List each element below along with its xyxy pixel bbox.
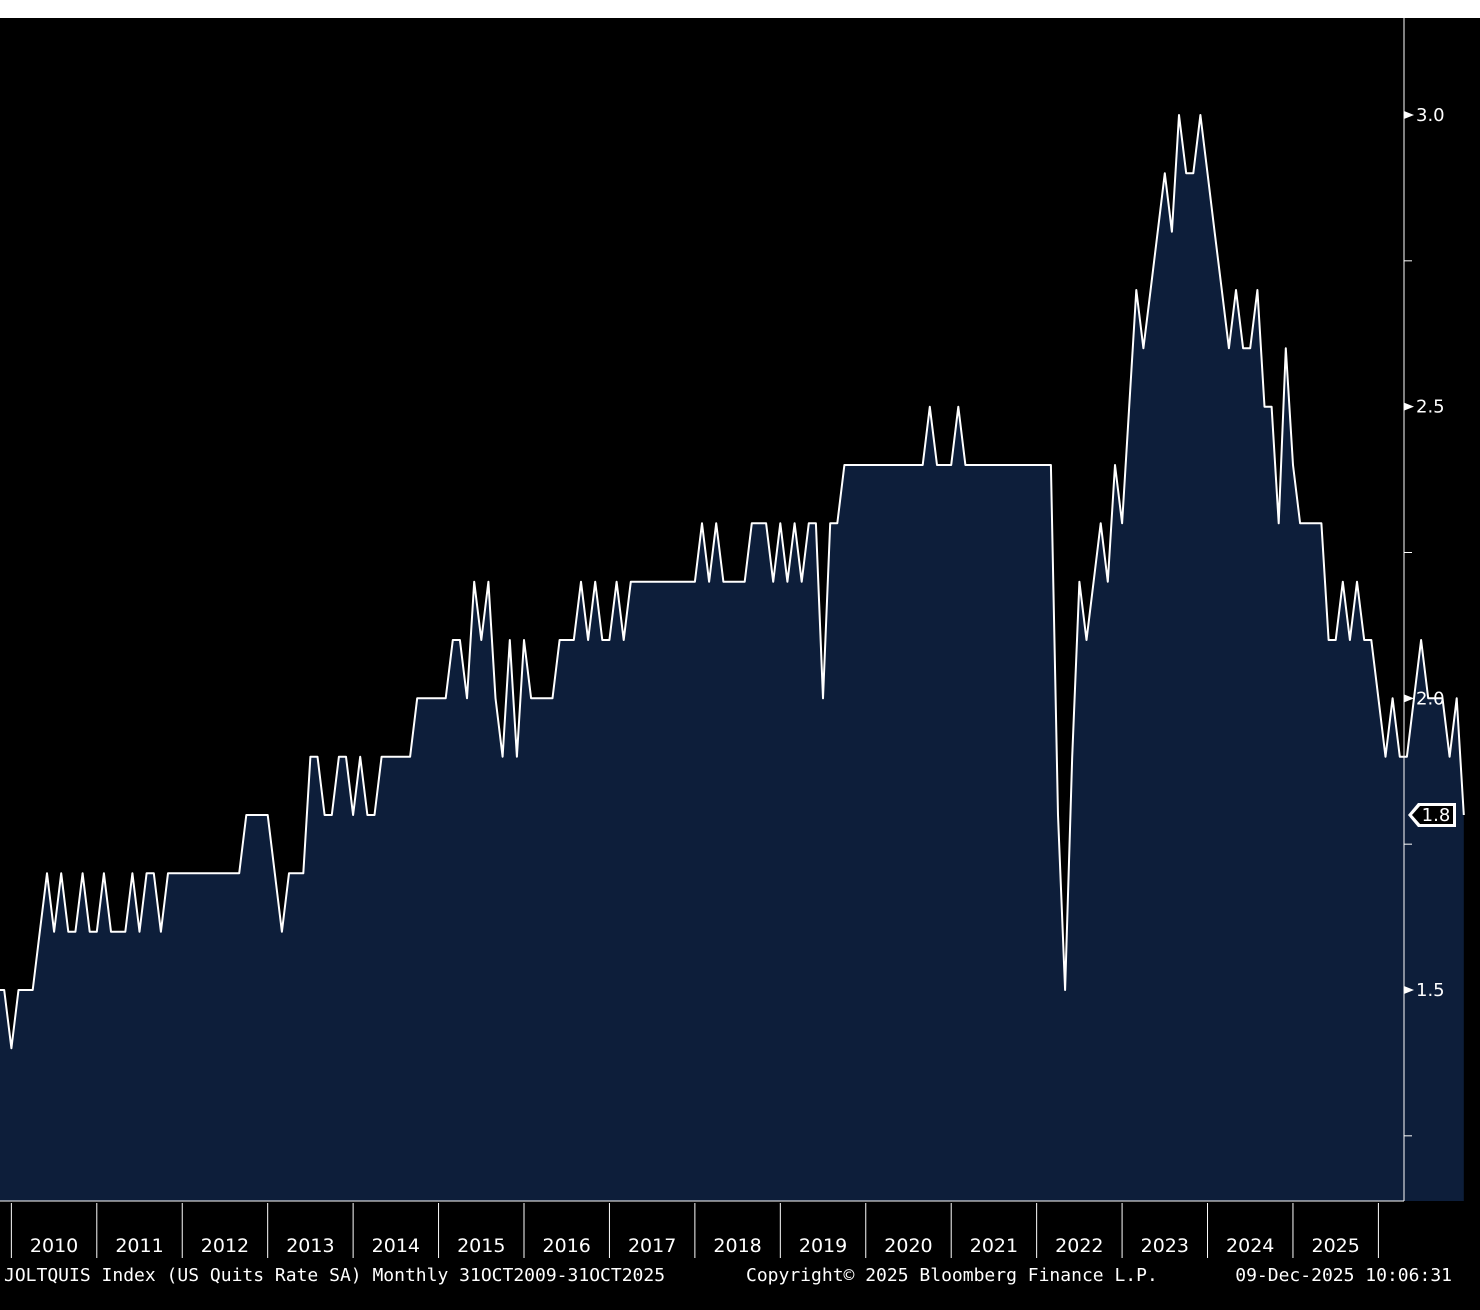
x-tick-label: 2024 bbox=[1226, 1235, 1274, 1257]
chart-area: 1.5 2.0 2.5 3.0 2010 2011 2012 2013 2014 2015 201… bbox=[0, 18, 1480, 1310]
x-tick-label: 2018 bbox=[713, 1235, 761, 1257]
x-tick-label: 2025 bbox=[1312, 1235, 1360, 1257]
x-axis: 2010 2011 2012 2013 2014 2015 2016 2017 2018 2019… bbox=[0, 1200, 1404, 1258]
y-tick-label: 2.5 bbox=[1416, 397, 1445, 418]
x-tick-label: 2021 bbox=[970, 1235, 1018, 1257]
x-tick-label: 2022 bbox=[1055, 1235, 1103, 1257]
x-tick-label: 2012 bbox=[201, 1235, 249, 1257]
x-tick-label: 2015 bbox=[457, 1235, 505, 1257]
area-fill bbox=[0, 115, 1464, 1201]
y-axis: 1.5 2.0 2.5 3.0 bbox=[1403, 18, 1445, 1201]
y-tick-label: 2.0 bbox=[1416, 688, 1445, 709]
x-tick-label: 2019 bbox=[799, 1235, 847, 1257]
last-value-flag-inner bbox=[1412, 806, 1453, 824]
y-tick-label: 3.0 bbox=[1416, 105, 1445, 126]
x-tick-label: 2011 bbox=[115, 1235, 163, 1257]
x-tick-label: 2017 bbox=[628, 1235, 676, 1257]
x-tick-label: 2016 bbox=[543, 1235, 591, 1257]
footer-description: JOLTQUIS Index (US Quits Rate SA) Monthl… bbox=[4, 1265, 665, 1286]
x-tick-label: 2010 bbox=[30, 1235, 78, 1257]
x-tick-label: 2023 bbox=[1141, 1235, 1189, 1257]
quits-rate-chart: 1.52.02.53.0 2010 2011 2012 2013 2014 2015 201… bbox=[0, 18, 1465, 1286]
last-value-marker: 1.8 bbox=[1408, 803, 1456, 827]
top-border bbox=[0, 0, 1480, 18]
footer: JOLTQUIS Index (US Quits Rate SA) Monthl… bbox=[4, 1265, 1452, 1286]
footer-timestamp: 09-Dec-2025 10:06:31 bbox=[1235, 1265, 1452, 1286]
y-tick-label: 1.5 bbox=[1416, 980, 1445, 1001]
plot-layer bbox=[0, 114, 1465, 1201]
series-line bbox=[0, 114, 1465, 1050]
y-tick-mark bbox=[1404, 111, 1414, 119]
x-tick-label: 2020 bbox=[884, 1235, 932, 1257]
x-tick-label: 2013 bbox=[286, 1235, 334, 1257]
y-tick-mark bbox=[1404, 986, 1414, 994]
y-tick-mark bbox=[1404, 694, 1414, 703]
y-tick-mark bbox=[1404, 402, 1414, 411]
footer-copyright: Copyright© 2025 Bloomberg Finance L.P. bbox=[746, 1265, 1158, 1286]
x-tick-label: 2014 bbox=[372, 1235, 420, 1257]
last-value-label: 1.8 bbox=[1422, 805, 1451, 826]
